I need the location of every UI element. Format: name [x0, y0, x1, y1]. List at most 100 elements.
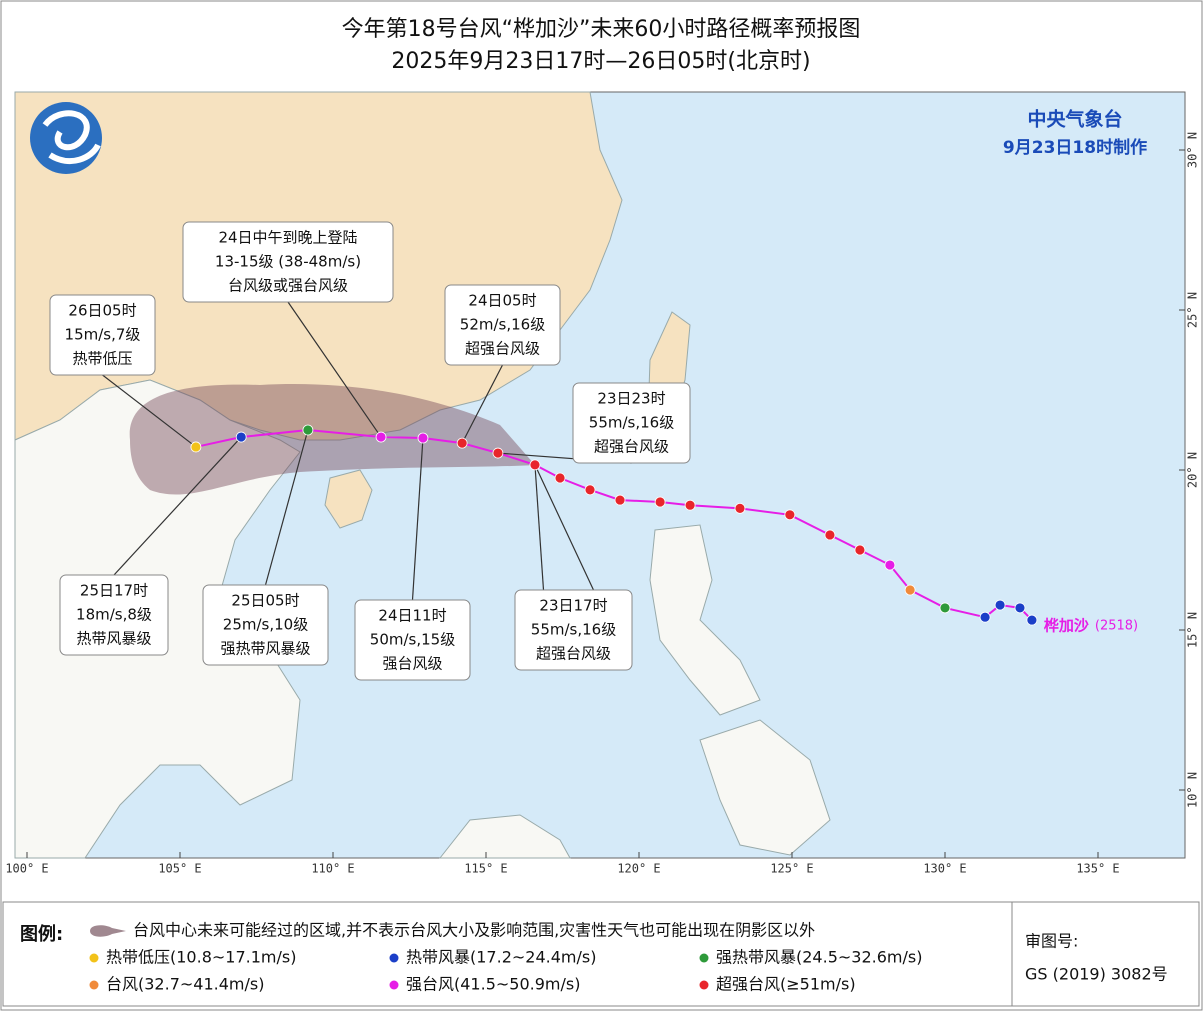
legend-dot	[699, 953, 709, 963]
probability-cone	[129, 384, 535, 495]
callout-text: 55m/s,16级	[589, 414, 674, 432]
leader-line	[411, 437, 424, 601]
callout-box	[444, 284, 561, 366]
lon-tick-label: 130° E	[923, 862, 966, 876]
approval-number: GS (2019) 3082号	[1025, 965, 1168, 984]
legend-label: 台风(32.7~41.4m/s)	[106, 975, 264, 994]
callout-text: 24日中午到晚上登陆	[218, 229, 357, 247]
track-line	[559, 477, 1033, 621]
philippine-islands	[699, 719, 831, 856]
track-point	[734, 502, 746, 514]
callout-text: 23日17时	[539, 597, 607, 615]
lon-tick-label: 100° E	[5, 862, 48, 876]
borneo	[438, 814, 571, 859]
callout-box	[354, 599, 471, 681]
legend-label: 热带风暴(17.2~24.4m/s)	[406, 948, 596, 967]
lon-tick-label: 110° E	[311, 862, 354, 876]
callout-box	[202, 584, 329, 666]
callout-text: 15m/s,7级	[65, 326, 141, 344]
lat-tick-label: 20° N	[1186, 452, 1200, 488]
callout-text: 超强台风级	[465, 340, 540, 358]
leader-line	[264, 429, 309, 586]
track-point	[784, 509, 796, 521]
lon-tick-label: 125° E	[770, 862, 813, 876]
lat-tick-label: 10° N	[1186, 772, 1200, 808]
map: 中央气象台 9月23日18时制作 100° E 105° E 110° E 115° …	[5, 91, 1200, 876]
track-point	[190, 441, 202, 453]
legend-dot	[89, 953, 99, 963]
track-point	[884, 559, 896, 571]
callout-text: 25日05时	[231, 592, 299, 610]
leader-line	[534, 464, 595, 591]
callout-text: 25日17时	[80, 582, 148, 600]
callout-text: 50m/s,15级	[370, 631, 455, 649]
legend: 图例: 台风中心未来可能经过的区域,并不表示台风大小及影响范围,灾害性天气也可能…	[2, 901, 1200, 1007]
legend-dot	[699, 980, 709, 990]
track-point	[375, 431, 387, 443]
callout-text: 24日11时	[378, 607, 446, 625]
callout-box	[59, 574, 169, 656]
track-point	[529, 459, 541, 471]
legend-label: 强台风(41.5~50.9m/s)	[406, 975, 580, 994]
legend-dot	[89, 980, 99, 990]
leader-line	[102, 374, 197, 448]
callout-box	[514, 589, 633, 671]
legend-dot	[389, 980, 399, 990]
subtitle: 2025年9月23日17时—26日05时(北京时)	[391, 49, 810, 74]
logo	[30, 102, 102, 174]
callout-text: 25m/s,10级	[223, 616, 308, 634]
callout-text: 超强台风级	[594, 438, 669, 456]
issue-time: 9月23日18时制作	[1003, 137, 1147, 158]
track-point	[584, 484, 596, 496]
legend-label: 强热带风暴(24.5~32.6m/s)	[716, 948, 922, 967]
track-point	[235, 431, 247, 443]
track-point	[854, 544, 866, 556]
track-point	[302, 424, 314, 436]
storm-code: (2518)	[1095, 619, 1138, 634]
callout-text: 24日05时	[468, 292, 536, 310]
callout-text: 23日23时	[597, 390, 665, 408]
track-point	[904, 584, 916, 596]
callout-text: 台风级或强台风级	[228, 277, 348, 295]
leader-line	[534, 464, 545, 591]
track-point	[492, 447, 504, 459]
track-point	[614, 494, 626, 506]
lon-tick-label: 115° E	[464, 862, 507, 876]
callout-box	[49, 294, 156, 376]
track-point	[994, 599, 1006, 611]
callout-text: 热带风暴级	[76, 630, 151, 648]
luzon	[649, 524, 761, 716]
lat-tick-label: 30° N	[1186, 132, 1200, 168]
track-point	[554, 472, 566, 484]
callout-text: 52m/s,16级	[460, 316, 545, 334]
legend-label: 超强台风(≥51m/s)	[716, 975, 856, 994]
track-point	[1014, 602, 1026, 614]
track-point	[1026, 614, 1038, 626]
callout-text: 55m/s,16级	[531, 621, 616, 639]
leader-line	[113, 436, 242, 576]
legend-dot	[389, 953, 399, 963]
callout-text: 热带低压	[72, 350, 132, 368]
title: 今年第18号台风“桦加沙”未来60小时路径概率预报图	[342, 17, 861, 42]
track-point	[979, 611, 991, 623]
track-point	[654, 496, 666, 508]
lat-tick-label: 15° N	[1186, 612, 1200, 648]
leader-line	[287, 301, 382, 438]
callout-text: 13-15级 (38-48m/s)	[215, 253, 361, 271]
lon-tick-label: 135° E	[1076, 862, 1119, 876]
callout-text: 26日05时	[68, 302, 136, 320]
hainan	[324, 469, 373, 529]
track-point	[824, 529, 836, 541]
callout-text: 强热带风暴级	[220, 640, 310, 658]
callout-box	[572, 382, 691, 464]
agency-name: 中央气象台	[1027, 108, 1122, 131]
callout-text: 18m/s,8级	[76, 606, 152, 624]
lat-tick-label: 25° N	[1186, 292, 1200, 328]
track-point	[684, 499, 696, 511]
callout-text: 强台风级	[382, 655, 442, 673]
leader-line	[461, 364, 504, 444]
legend-title: 图例:	[20, 923, 63, 945]
callout-text: 超强台风级	[536, 645, 611, 663]
legend-cone-text: 台风中心未来可能经过的区域,并不表示台风大小及影响范围,灾害性天气也可能出现在阴…	[133, 921, 815, 940]
